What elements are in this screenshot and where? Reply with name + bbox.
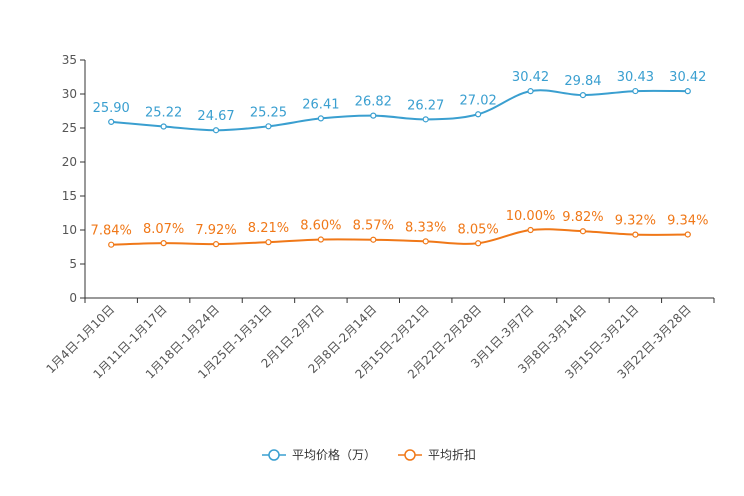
data-point: [422, 116, 429, 123]
data-label: 8.21%: [248, 221, 289, 236]
data-point: [527, 88, 534, 95]
data-point: [317, 236, 324, 243]
data-point: [160, 123, 167, 130]
legend-label: 平均价格（万）: [292, 447, 376, 462]
legend-label: 平均折扣: [428, 447, 476, 462]
data-label: 8.07%: [143, 222, 184, 237]
y-tick-label: 25: [62, 121, 77, 135]
y-tick-label: 10: [62, 223, 77, 237]
data-label: 26.82: [355, 95, 392, 110]
data-point: [632, 231, 639, 238]
data-label: 8.57%: [353, 219, 394, 234]
data-label: 30.42: [669, 70, 706, 85]
data-label: 7.84%: [91, 224, 132, 239]
data-point: [684, 88, 691, 95]
legend: 平均价格（万） 平均折扣: [262, 447, 476, 462]
data-point: [370, 236, 377, 243]
data-point: [579, 91, 587, 99]
series-line: [111, 228, 688, 246]
data-point: [475, 111, 482, 118]
data-point: [684, 231, 691, 238]
data-label: 25.90: [93, 101, 130, 116]
y-tick-label: 15: [62, 189, 77, 203]
series-layer: 25.90 25.22 24.67 25.25 26.41 26.82 26.27 27.02…: [91, 70, 708, 248]
data-label: 29.84: [564, 74, 601, 89]
data-point: [317, 115, 324, 122]
data-point: [422, 238, 429, 245]
data-label: 9.34%: [667, 213, 708, 228]
data-label: 9.32%: [615, 214, 656, 229]
data-label: 25.25: [250, 105, 287, 120]
data-label: 8.60%: [300, 219, 341, 234]
data-point: [527, 226, 534, 234]
y-tick-label: 30: [62, 87, 77, 101]
data-point: [108, 241, 115, 248]
data-point: [632, 87, 639, 95]
data-label: 27.02: [460, 93, 497, 108]
data-label: 25.22: [145, 106, 182, 121]
data-point: [160, 240, 167, 247]
series-0: 25.90 25.22 24.67 25.25 26.41 26.82 26.27 27.02…: [93, 70, 706, 134]
data-point: [212, 127, 220, 134]
data-point: [370, 112, 377, 119]
y-tick-label: 20: [62, 155, 77, 169]
legend-item-1[interactable]: 平均折扣: [398, 447, 476, 462]
series-1: 7.84% 8.07% 7.92% 8.21% 8.60% 8.57% 8.33% 8.05%…: [91, 209, 708, 248]
data-label: 8.05%: [457, 222, 498, 237]
series-line: [111, 89, 688, 132]
y-tick-label: 35: [62, 53, 77, 67]
data-point: [579, 228, 587, 235]
y-tick-label: 0: [69, 291, 77, 305]
data-point: [108, 118, 115, 125]
data-label: 7.92%: [195, 223, 236, 238]
data-label: 9.82%: [562, 210, 603, 225]
data-label: 30.42: [512, 70, 549, 85]
data-point: [265, 123, 272, 130]
data-label: 24.67: [197, 109, 234, 124]
data-point: [265, 239, 272, 246]
legend-marker-icon: [404, 449, 416, 461]
legend-marker-icon: [268, 449, 280, 461]
data-label: 26.27: [407, 98, 444, 113]
data-label: 30.43: [617, 70, 654, 85]
data-point: [212, 241, 220, 248]
data-label: 10.00%: [506, 209, 556, 224]
data-point: [475, 240, 482, 247]
legend-item-0[interactable]: 平均价格（万）: [262, 447, 376, 462]
y-tick-label: 5: [69, 257, 77, 271]
data-label: 26.41: [302, 97, 339, 112]
data-label: 8.33%: [405, 220, 446, 235]
